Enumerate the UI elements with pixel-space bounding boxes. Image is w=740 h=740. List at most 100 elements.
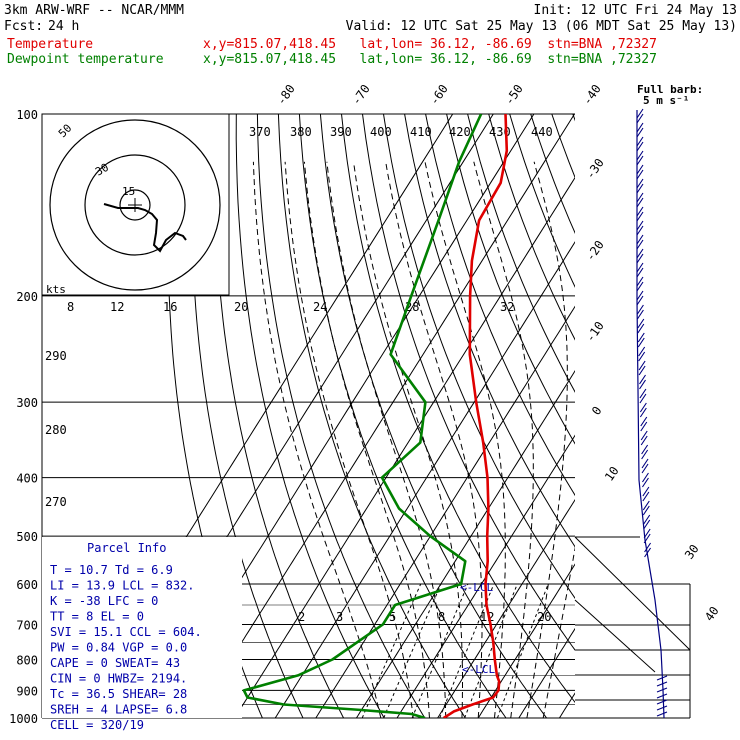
dry-adiabat-line xyxy=(404,114,575,548)
lcl-marker: <-LCL xyxy=(462,663,495,676)
moist-adiabat-line xyxy=(284,161,414,718)
theta-label: 440 xyxy=(531,125,553,139)
theta-label: 370 xyxy=(249,125,271,139)
parcel-info-row: SVI = 15.1 CCL = 604. xyxy=(50,625,202,639)
pressure-tick-label: 1000 xyxy=(9,712,38,726)
theta-label: 420 xyxy=(449,125,471,139)
speed-tick-label: 32 xyxy=(500,300,514,314)
speed-tick-label: 12 xyxy=(110,300,124,314)
wind-barb xyxy=(636,234,644,250)
isotherm-label: 40 xyxy=(702,604,722,624)
wind-barb xyxy=(636,108,644,124)
wind-barb xyxy=(656,693,668,699)
dry-adiabat-line xyxy=(191,114,304,718)
moist-adiabat-line xyxy=(326,161,447,718)
parcel-info-row: CAPE = 0 SWEAT= 43 xyxy=(50,656,180,670)
wind-barb xyxy=(642,500,650,516)
wind-barb xyxy=(636,164,644,180)
mixing-ratio-line xyxy=(361,583,422,718)
dewpoint-series-line xyxy=(242,114,483,718)
parcel-info-row: TT = 8 EL = 0 xyxy=(50,610,144,624)
isotherm-label: -30 xyxy=(583,156,607,182)
speed-tick-label: 24 xyxy=(313,300,327,314)
wind-barb xyxy=(656,711,668,717)
hodograph-ring-label: 15 xyxy=(122,185,135,198)
dry-adiabat-label: 270 xyxy=(45,495,67,509)
dry-adiabat-line xyxy=(298,114,507,718)
dry-adiabat-line xyxy=(530,114,575,234)
isotherm-label: -20 xyxy=(583,238,607,264)
dry-adiabat-line xyxy=(277,114,466,718)
dry-adiabat-label: 280 xyxy=(45,423,67,437)
moist-adiabat-line xyxy=(385,161,483,718)
frame-edge-line xyxy=(574,536,691,651)
background-lines xyxy=(71,114,740,731)
dry-adiabat-line xyxy=(235,114,385,718)
isotherm-line xyxy=(396,434,575,718)
wind-barb xyxy=(636,192,644,208)
sounding-profiles xyxy=(242,114,509,718)
wind-barb xyxy=(642,472,649,488)
wind-barb xyxy=(656,675,668,681)
theta-label: 390 xyxy=(330,125,352,139)
isotherm-line xyxy=(315,305,575,718)
parcel-info-row: SREH = 4 LAPSE= 6.8 xyxy=(50,703,187,717)
legend-dewpoint-name: Dewpoint temperature xyxy=(7,52,164,67)
isotherm-label: -60 xyxy=(427,82,451,108)
wind-barb xyxy=(637,318,645,334)
parcel-info-row: CELL = 320/19 xyxy=(50,718,144,732)
wind-barb xyxy=(643,528,651,544)
pressure-tick-label: 800 xyxy=(16,653,38,667)
mixing-ratio-label: 5 xyxy=(389,610,396,624)
dry-adiabat-line xyxy=(256,114,426,718)
isotherm-line xyxy=(477,563,575,718)
dry-adiabat-line xyxy=(467,114,575,393)
isotherm-line xyxy=(518,627,575,718)
legend-temperature-info: x,y=815.07,418.45 lat,lon= 36.12, -86.69… xyxy=(203,37,657,52)
dry-adiabat-line xyxy=(446,114,575,445)
dry-adiabat-line xyxy=(383,114,575,600)
moist-adiabat-line xyxy=(526,161,568,718)
model-title: 3km ARW-WRF -- NCAR/MMM xyxy=(4,3,184,18)
wind-barb xyxy=(636,276,644,292)
pressure-tick-label: 200 xyxy=(16,290,38,304)
moist-adiabat-line xyxy=(542,545,575,718)
mixing-ratio-line xyxy=(411,583,469,718)
hodograph-trace xyxy=(103,203,187,253)
lower-right-frame xyxy=(574,536,691,719)
wind-barb xyxy=(636,262,644,278)
mixing-ratio-line xyxy=(439,583,495,718)
dry-adiabat-line xyxy=(657,114,740,731)
hodograph-ring xyxy=(84,154,186,256)
dry-adiabat-line xyxy=(362,114,575,651)
dry-adiabat-line xyxy=(594,114,740,731)
isotherm-label: -70 xyxy=(349,82,373,108)
pressure-tick-label: 700 xyxy=(16,618,38,632)
mixing-ratio-line xyxy=(383,583,442,718)
legend-dewpoint-info: x,y=815.07,418.45 lat,lon= 36.12, -86.69… xyxy=(203,52,657,67)
wind-barb xyxy=(636,220,644,236)
dry-adiabat-line xyxy=(509,114,575,288)
hodograph-ring xyxy=(49,119,221,291)
dry-adiabat-line xyxy=(572,114,575,122)
speed-tick-label: 8 xyxy=(67,300,74,314)
theta-label: 380 xyxy=(290,125,312,139)
wind-barbs xyxy=(636,108,668,719)
isotherm-line xyxy=(558,692,575,718)
frame-edge-line xyxy=(574,599,656,673)
isotherm-label: 0 xyxy=(589,404,605,418)
isotherm-line xyxy=(274,241,575,718)
wind-barb xyxy=(636,248,644,264)
dry-adiabat-line xyxy=(213,114,345,718)
valid-time: Valid: 12 UTC Sat 25 May 13 (06 MDT Sat … xyxy=(346,19,737,34)
legend-temperature-name: Temperature xyxy=(7,37,93,52)
wind-barb xyxy=(656,699,668,705)
parcel-info-row: K = -38 LFC = 0 xyxy=(50,594,158,608)
theta-label: 410 xyxy=(410,125,432,139)
wind-barb xyxy=(640,430,648,446)
mixing-ratio-line xyxy=(496,583,549,718)
mixing-ratio-label: 3 xyxy=(336,610,343,624)
speed-tick-label: 20 xyxy=(234,300,248,314)
dry-adiabat-line xyxy=(341,114,575,704)
